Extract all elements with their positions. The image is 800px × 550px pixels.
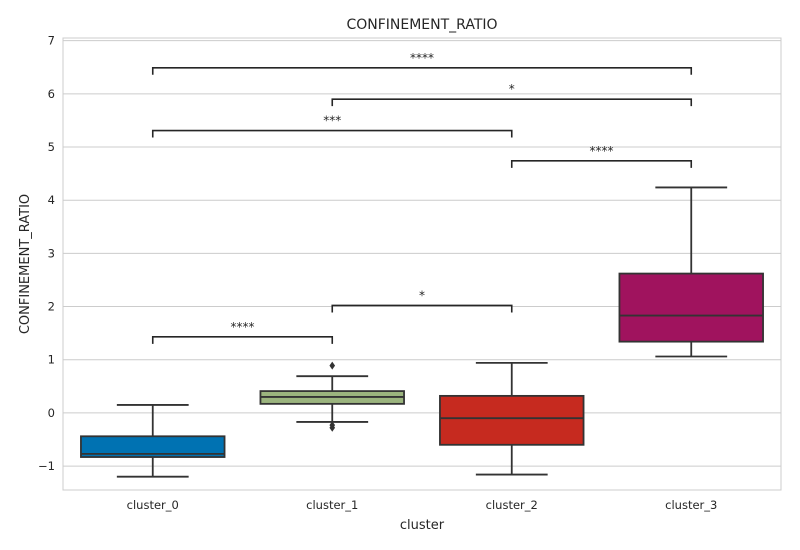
significance-bracket: **** xyxy=(151,320,334,344)
box-cluster_2 xyxy=(439,362,585,476)
significance-label: * xyxy=(419,288,425,302)
grid-lines xyxy=(63,40,781,467)
y-tick-label: 4 xyxy=(48,193,55,207)
x-tick-labels: cluster_0 cluster_1 cluster_2 cluster_3 xyxy=(127,498,718,512)
outlier-point xyxy=(329,361,336,370)
y-tick-label: 0 xyxy=(48,406,55,420)
bracket-line xyxy=(151,336,334,344)
bracket-line xyxy=(151,66,693,75)
significance-label: **** xyxy=(410,51,434,65)
plot-frame xyxy=(62,37,782,491)
x-tick-label: cluster_2 xyxy=(486,498,538,512)
chart-title: CONFINEMENT_RATIO xyxy=(346,17,497,33)
y-tick-label: 1 xyxy=(48,353,55,367)
box-body xyxy=(439,394,585,446)
bracket-line xyxy=(151,129,513,138)
y-tick-label: 3 xyxy=(48,246,55,260)
outlier-point xyxy=(329,423,336,432)
significance-annotations: ***************** xyxy=(151,51,693,344)
y-tick-label: 5 xyxy=(48,140,55,154)
significance-label: **** xyxy=(231,320,255,334)
y-tick-labels: −1 0 1 2 3 4 5 6 7 xyxy=(38,34,55,473)
y-axis-label: CONFINEMENT_RATIO xyxy=(18,194,33,334)
y-tick-label: 7 xyxy=(48,34,55,48)
significance-label: * xyxy=(509,82,515,96)
boxes xyxy=(80,186,764,478)
significance-bracket: * xyxy=(331,82,693,107)
bracket-line xyxy=(331,98,693,107)
significance-bracket: **** xyxy=(151,51,693,75)
x-tick-label: cluster_0 xyxy=(127,498,179,512)
y-tick-label: 2 xyxy=(48,300,55,314)
box-body xyxy=(80,435,226,458)
box-cluster_3 xyxy=(618,186,764,358)
y-tick-label: −1 xyxy=(38,459,55,473)
box-cluster_1 xyxy=(259,361,405,432)
significance-bracket: *** xyxy=(151,114,513,138)
significance-label: **** xyxy=(590,144,614,158)
y-tick-label: 6 xyxy=(48,87,55,101)
bracket-line xyxy=(510,160,693,168)
significance-bracket: **** xyxy=(510,144,693,168)
bracket-line xyxy=(331,304,513,313)
significance-bracket: * xyxy=(331,288,513,313)
significance-label: *** xyxy=(323,114,341,128)
box-cluster_0 xyxy=(80,404,226,478)
x-tick-label: cluster_1 xyxy=(306,498,358,512)
x-axis-label: cluster xyxy=(400,518,445,533)
box-body xyxy=(618,272,764,343)
x-tick-label: cluster_3 xyxy=(665,498,717,512)
